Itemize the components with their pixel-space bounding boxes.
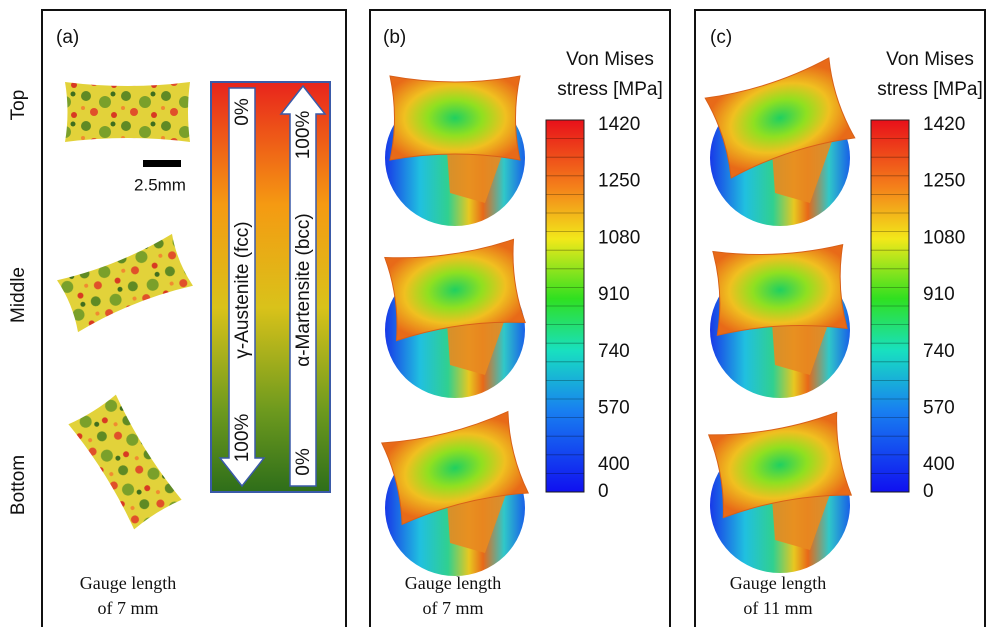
colorbar-tick-label: 570: [923, 398, 955, 419]
arrow-up: [279, 84, 327, 487]
scale-label: 2.5mm: [134, 175, 186, 194]
arrow-label: α-Martensite (bcc): [293, 213, 314, 367]
colorbar-tick-label: 740: [598, 341, 630, 362]
arrow-end: 100%: [293, 111, 314, 160]
colorbar: [545, 119, 585, 493]
panel-frame: [41, 9, 347, 627]
panel-label: (b): [383, 27, 406, 48]
row-label: Bottom: [8, 455, 29, 515]
specimen-top: [384, 238, 526, 342]
specimen-top: [707, 411, 853, 519]
panel-label: (c): [710, 27, 732, 48]
colorbar-title: stress [MPa]: [557, 79, 663, 100]
colorbar-tick-label: 910: [598, 284, 630, 305]
colorbar-tick-label: 1420: [598, 114, 640, 135]
caption: of 7 mm: [98, 598, 159, 618]
colorbar-title: Von Mises: [566, 49, 654, 70]
colorbar-tick-label: 400: [598, 454, 630, 475]
specimen-top: [712, 243, 848, 337]
arrow-end: 100%: [232, 414, 253, 463]
micrograph: [65, 82, 190, 142]
colorbar: [870, 119, 910, 493]
specimen-top: [380, 410, 530, 526]
colorbar-tick-label: 740: [923, 341, 955, 362]
micrograph: [68, 394, 182, 530]
colorbar-tick-label: 910: [923, 284, 955, 305]
arrow-down: [218, 87, 266, 488]
colorbar-tick-label: 1420: [923, 114, 965, 135]
specimen-top: [389, 75, 521, 161]
colorbar-tick-label: 0: [923, 481, 934, 502]
colorbar-title: stress [MPa]: [877, 79, 983, 100]
scale-bar: [143, 160, 181, 167]
colorbar-tick-label: 1080: [598, 227, 640, 248]
caption: Gauge length: [80, 573, 176, 593]
caption: of 7 mm: [423, 598, 484, 618]
caption: Gauge length: [405, 573, 501, 593]
panel-frame: [694, 9, 986, 627]
micrograph: [57, 233, 193, 333]
row-label: Top: [8, 90, 29, 121]
caption: Gauge length: [730, 573, 826, 593]
specimen-top: [704, 57, 856, 179]
colorbar-tick-label: 400: [923, 454, 955, 475]
arrow-start: 0%: [232, 98, 253, 126]
arrow-start: 0%: [293, 448, 314, 476]
colorbar-tick-label: 570: [598, 398, 630, 419]
stress-panels: (b) Von Mises stress [MPa] 1420 1250 1080 910 7…: [380, 27, 983, 618]
caption: of 11 mm: [743, 598, 812, 618]
colorbar-tick-label: 0: [598, 481, 609, 502]
colorbar-tick-label: 1080: [923, 227, 965, 248]
row-label: Middle: [8, 267, 29, 323]
panel-frame: [369, 9, 671, 627]
colorbar-title: Von Mises: [886, 49, 974, 70]
arrow-label: γ-Austenite (fcc): [232, 221, 253, 358]
panel-label: (a): [56, 27, 79, 48]
colorbar-tick-label: 1250: [598, 171, 640, 192]
colorbar-tick-label: 1250: [923, 171, 965, 192]
